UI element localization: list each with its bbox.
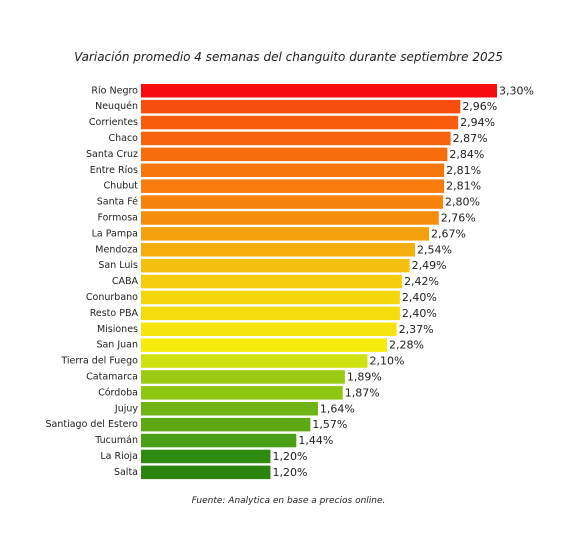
value-label: 2,94% bbox=[460, 116, 495, 129]
bar bbox=[141, 115, 459, 130]
category-label: Neuquén bbox=[95, 101, 138, 112]
value-label: 1,87% bbox=[345, 386, 380, 399]
bar bbox=[141, 195, 444, 209]
category-label: Conurbano bbox=[86, 292, 138, 303]
category-label: Catamarca bbox=[86, 371, 138, 382]
category-label: San Juan bbox=[96, 340, 138, 351]
category-label: CABA bbox=[112, 276, 139, 287]
value-label: 1,89% bbox=[347, 370, 382, 383]
bar bbox=[141, 449, 271, 464]
category-label: Tierra del Fuego bbox=[60, 356, 138, 367]
bar bbox=[141, 402, 318, 416]
bar bbox=[141, 258, 410, 273]
value-label: 2,87% bbox=[453, 132, 488, 145]
category-label: La Pampa bbox=[92, 228, 138, 239]
bar bbox=[141, 338, 387, 352]
bar bbox=[141, 417, 311, 432]
bar bbox=[141, 227, 430, 241]
category-label: Salta bbox=[114, 467, 138, 478]
bar bbox=[141, 84, 497, 98]
category-label: Formosa bbox=[97, 212, 138, 223]
category-label: Santa Cruz bbox=[86, 149, 138, 160]
value-label: 2,10% bbox=[370, 355, 405, 368]
category-label: Corrientes bbox=[89, 117, 138, 128]
value-label: 2,84% bbox=[449, 148, 484, 161]
value-label: 1,20% bbox=[272, 450, 307, 463]
value-label: 3,30% bbox=[499, 84, 534, 97]
category-label: Córdoba bbox=[98, 387, 138, 398]
category-label: Chubut bbox=[104, 181, 139, 192]
bar bbox=[141, 243, 416, 257]
value-label: 2,42% bbox=[404, 275, 439, 288]
bar bbox=[141, 433, 297, 448]
category-label: Entre Ríos bbox=[90, 165, 138, 176]
value-label: 2,28% bbox=[389, 339, 424, 352]
category-label: Chaco bbox=[108, 133, 138, 144]
bar bbox=[141, 386, 343, 400]
category-label: Río Negro bbox=[91, 85, 138, 96]
value-label: 1,20% bbox=[272, 466, 307, 479]
bar bbox=[141, 322, 397, 336]
value-label: 2,76% bbox=[441, 211, 476, 224]
category-label: Resto PBA bbox=[90, 308, 139, 319]
bar bbox=[141, 163, 445, 177]
bar bbox=[141, 354, 368, 368]
value-label: 2,80% bbox=[445, 196, 480, 209]
value-label: 2,81% bbox=[446, 180, 481, 193]
bar bbox=[141, 370, 345, 384]
chart-source-note: Fuente: Analytica en base a precios onli… bbox=[191, 496, 386, 506]
category-label: Jujuy bbox=[114, 403, 138, 414]
value-label: 2,37% bbox=[399, 323, 434, 336]
bar bbox=[141, 274, 403, 289]
bar bbox=[141, 179, 445, 193]
value-label: 2,49% bbox=[412, 259, 447, 272]
bar bbox=[141, 99, 461, 114]
bar bbox=[141, 306, 400, 321]
value-label: 2,40% bbox=[402, 291, 437, 304]
bar bbox=[141, 147, 448, 162]
category-label: Mendoza bbox=[95, 244, 138, 255]
value-label: 2,54% bbox=[417, 243, 452, 256]
chart-title: Variación promedio 4 semanas del changui… bbox=[74, 50, 503, 64]
value-label: 2,67% bbox=[431, 227, 466, 240]
value-label: 1,57% bbox=[312, 418, 347, 431]
value-label: 2,40% bbox=[402, 307, 437, 320]
category-label: Santa Fé bbox=[97, 197, 138, 208]
category-label: Misiones bbox=[97, 324, 138, 335]
value-label: 2,81% bbox=[446, 164, 481, 177]
category-label: Santiago del Estero bbox=[46, 419, 139, 430]
bar bbox=[141, 465, 271, 480]
bar bbox=[141, 131, 451, 146]
category-label: Tucumán bbox=[94, 435, 138, 446]
bar bbox=[141, 211, 439, 225]
value-label: 1,64% bbox=[320, 402, 355, 415]
value-label: 2,96% bbox=[462, 100, 497, 113]
bar bbox=[141, 290, 400, 305]
category-label: La Rioja bbox=[100, 451, 138, 462]
value-label: 1,44% bbox=[298, 434, 333, 447]
category-label: San Luis bbox=[98, 260, 138, 271]
